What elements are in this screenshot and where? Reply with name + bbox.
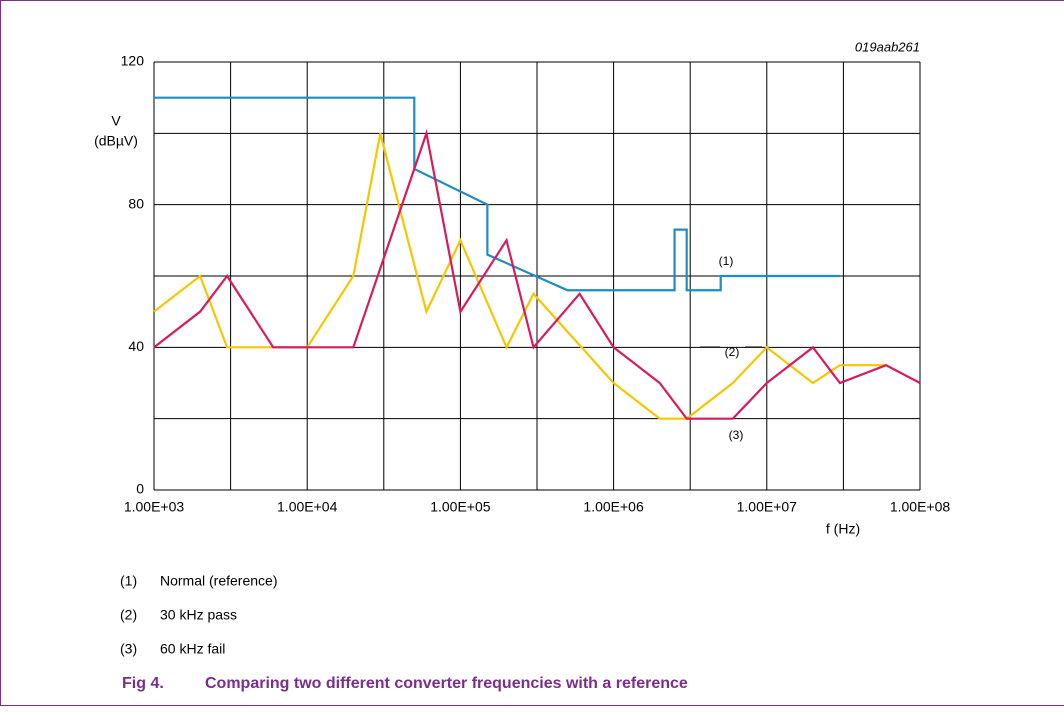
x-tick-label: 1.00E+04 [277, 499, 338, 515]
line-label: (2) [725, 345, 740, 359]
y-axis-label: V [111, 113, 121, 129]
caption: Comparing two different converter freque… [205, 675, 688, 692]
y-tick-label: 120 [121, 53, 145, 69]
y-tick-label: 80 [128, 195, 144, 211]
series-line [153, 129, 921, 420]
legend-number: (3) [120, 641, 137, 657]
x-tick-label: 1.00E+08 [890, 499, 951, 515]
series-line [154, 96, 840, 292]
legend-number: (2) [120, 607, 137, 623]
x-tick-label: 1.00E+05 [430, 499, 491, 515]
y-tick-label: 0 [136, 481, 144, 497]
x-tick-label: 1.00E+03 [124, 499, 185, 515]
x-tick-label: 1.00E+06 [583, 499, 644, 515]
caption-number: Fig 4. [122, 675, 164, 692]
x-tick-label: 1.00E+07 [737, 499, 798, 515]
y-tick-label: 40 [128, 338, 144, 354]
legend-label: 30 kHz pass [160, 607, 237, 623]
legend-number: (1) [120, 573, 137, 589]
figure-id: 019aab261 [855, 39, 920, 54]
y-axis-label: (dBµV) [94, 133, 138, 149]
line-label: (1) [719, 254, 734, 268]
legend-label: 60 kHz fail [160, 641, 225, 657]
line-label: (3) [729, 428, 744, 442]
legend-label: Normal (reference) [160, 573, 277, 589]
x-axis-label: f (Hz) [826, 521, 860, 537]
